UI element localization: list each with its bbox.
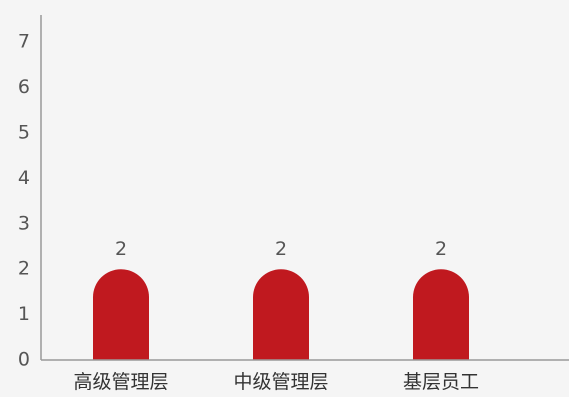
y-tick-label-7: 7	[18, 31, 30, 53]
data-label-3: 2	[435, 238, 447, 260]
x-category-label-1: 高级管理层	[73, 371, 168, 393]
bar-1	[93, 269, 149, 360]
bars	[93, 269, 469, 360]
y-tick-label-0: 0	[18, 349, 30, 371]
bar-2	[253, 269, 309, 360]
data-labels: 2 2 2	[115, 238, 447, 260]
x-axis-labels: 高级管理层 中级管理层 基层员工	[73, 371, 479, 393]
y-tick-label-5: 5	[18, 122, 30, 144]
x-category-label-2: 中级管理层	[233, 371, 328, 393]
data-label-2: 2	[275, 238, 287, 260]
y-axis-ticks: 0 1 2 3 4 5 6 7	[18, 31, 30, 371]
x-category-label-3: 基层员工	[403, 371, 479, 393]
y-tick-label-1: 1	[18, 303, 30, 325]
y-tick-label-2: 2	[18, 258, 30, 280]
y-tick-label-4: 4	[18, 167, 30, 189]
y-tick-label-3: 3	[18, 212, 30, 234]
y-tick-label-6: 6	[18, 76, 30, 98]
bar-3	[413, 269, 469, 360]
data-label-1: 2	[115, 238, 127, 260]
